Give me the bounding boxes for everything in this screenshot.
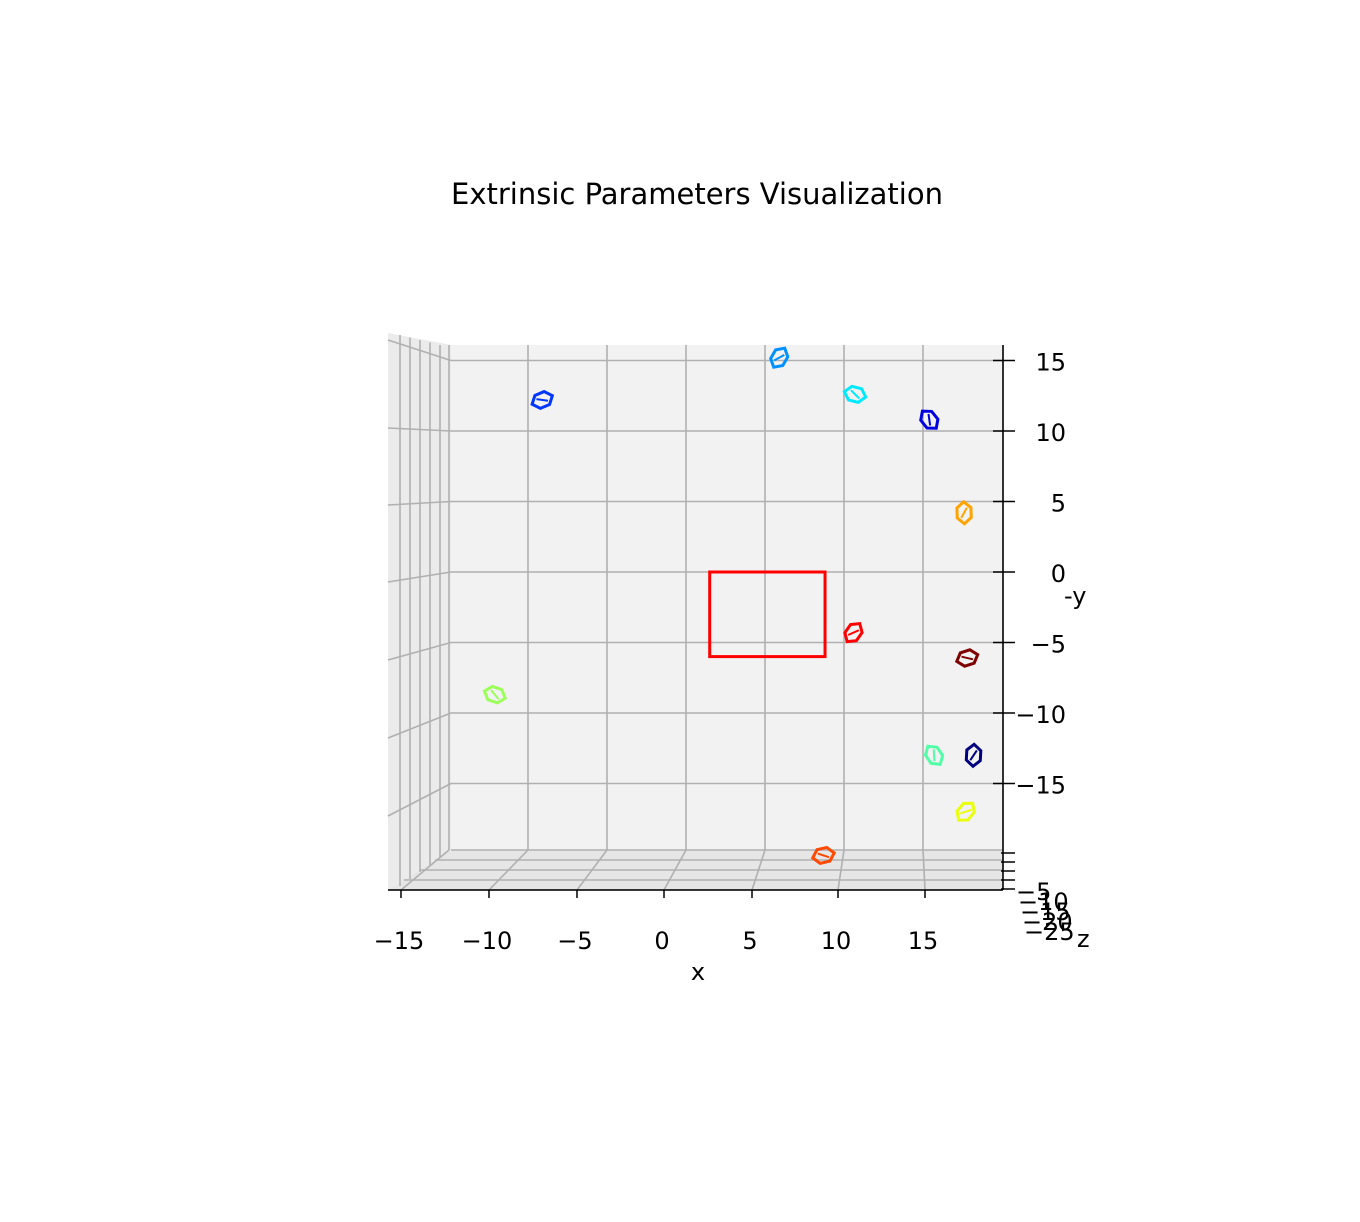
camera-frustum xyxy=(955,499,973,526)
x-axis-ticks: −15 −10 −5 0 5 10 15 xyxy=(374,890,939,955)
camera-marker xyxy=(843,622,864,644)
x-tick-label: −10 xyxy=(462,927,513,955)
camera-marker xyxy=(810,845,837,865)
camera-frustum xyxy=(954,648,980,668)
camera-marker xyxy=(964,742,983,769)
x-tick-label: −5 xyxy=(557,927,592,955)
z-tick-label: −10 xyxy=(1018,888,1069,916)
camera-axis xyxy=(847,629,860,636)
camera-marker xyxy=(919,409,940,430)
camera-axis xyxy=(536,398,549,402)
y-tick-label: 5 xyxy=(1051,490,1066,518)
z-tick-label: −5 xyxy=(1016,878,1051,906)
camera-axis xyxy=(773,353,785,362)
camera-axis xyxy=(969,749,978,761)
camera-frustum xyxy=(769,346,790,369)
z-tick-label: −15 xyxy=(1020,898,1071,926)
camera-axis xyxy=(927,413,932,426)
camera-marker xyxy=(769,346,790,369)
y-axis-label: -y xyxy=(1064,582,1086,610)
camera-frustum xyxy=(964,742,983,769)
z-axis-label: z xyxy=(1077,925,1090,953)
camera-marker xyxy=(955,801,976,822)
camera-frustum xyxy=(530,389,555,411)
camera-marker xyxy=(923,744,945,767)
camera-frustum xyxy=(919,409,940,430)
x-tick-label: −15 xyxy=(374,927,425,955)
chart-title: Extrinsic Parameters Visualization xyxy=(451,177,943,211)
board-rectangle xyxy=(708,570,827,659)
grid-lines xyxy=(387,335,1003,891)
z-tick-label: −25 xyxy=(1024,918,1075,946)
camera-markers xyxy=(482,346,983,865)
y-tick-label: 10 xyxy=(1035,419,1066,447)
camera-axis xyxy=(960,507,968,519)
camera-axis xyxy=(959,808,972,815)
y-tick-label: −5 xyxy=(1031,631,1066,659)
x-tick-label: 10 xyxy=(821,927,852,955)
camera-frustum xyxy=(810,845,837,865)
y-tick-label: −10 xyxy=(1015,701,1066,729)
z-axis-ticks: −5−10−15−20−25 xyxy=(1001,852,1075,946)
camera-frustum xyxy=(923,744,945,767)
camera-marker xyxy=(482,684,508,705)
camera-marker xyxy=(530,389,555,411)
y-tick-label: 15 xyxy=(1035,349,1066,377)
y-tick-label: 0 xyxy=(1051,560,1066,588)
x-axis-label: x xyxy=(691,958,705,986)
camera-frustum xyxy=(955,801,976,822)
back-pane xyxy=(451,345,1003,850)
x-tick-label: 5 xyxy=(742,927,757,955)
x-tick-label: 15 xyxy=(908,927,939,955)
calibration-board xyxy=(708,570,827,659)
camera-axis xyxy=(490,689,500,700)
camera-axis xyxy=(932,749,936,762)
camera-frustum xyxy=(482,684,508,705)
camera-marker xyxy=(842,384,868,404)
z-tick-label: −20 xyxy=(1022,908,1073,936)
camera-axis xyxy=(817,852,830,859)
y-axis-ticks: 15 10 5 0 −5 −10 −15 xyxy=(993,349,1066,800)
camera-marker xyxy=(955,499,973,526)
camera-axis xyxy=(850,389,860,400)
x-tick-label: 0 xyxy=(654,927,669,955)
axis-lines xyxy=(388,345,1004,891)
camera-frustum xyxy=(843,622,864,644)
camera-frustum xyxy=(842,384,868,404)
camera-axis xyxy=(961,655,974,661)
y-tick-label: −15 xyxy=(1015,772,1066,800)
camera-marker xyxy=(954,648,980,668)
